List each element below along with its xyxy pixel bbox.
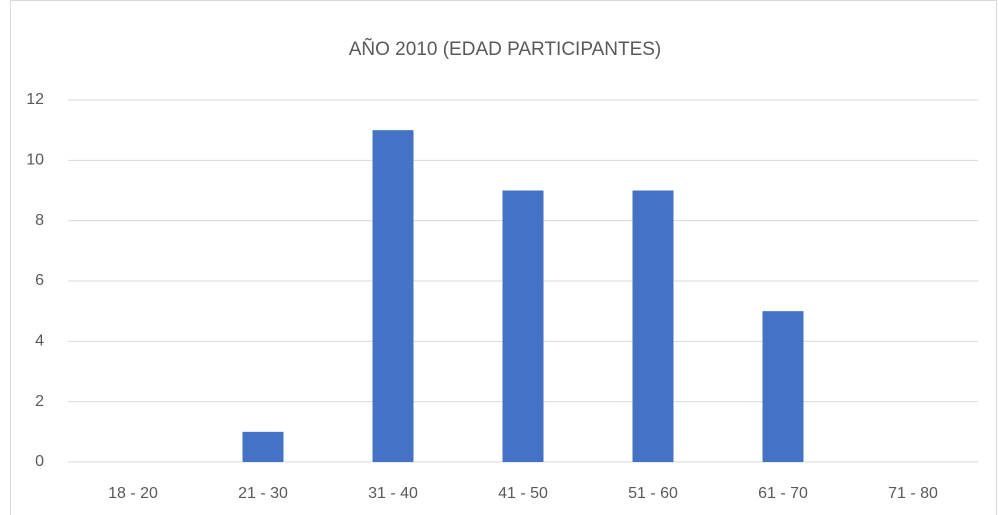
x-tick-label: 51 - 60 (628, 485, 678, 502)
y-tick-label: 0 (35, 453, 44, 470)
y-tick-label: 6 (35, 272, 44, 289)
bar (372, 130, 414, 462)
y-tick-label: 4 (35, 333, 44, 350)
y-tick-label: 8 (35, 212, 44, 229)
x-tick-label: 21 - 30 (238, 485, 288, 502)
x-tick-label: 18 - 20 (108, 485, 158, 502)
x-tick-label: 31 - 40 (368, 485, 418, 502)
x-tick-label: 61 - 70 (758, 485, 808, 502)
x-tick-label: 41 - 50 (498, 485, 548, 502)
y-tick-label: 12 (26, 91, 44, 108)
y-tick-label: 2 (35, 393, 44, 410)
x-tick-label: 71 - 80 (888, 485, 938, 502)
bar (632, 190, 674, 462)
chart-title: AÑO 2010 (EDAD PARTICIPANTES) (349, 38, 662, 60)
y-tick-label: 10 (26, 152, 44, 169)
bar (762, 311, 804, 462)
bar (502, 190, 544, 462)
bar (242, 431, 284, 462)
